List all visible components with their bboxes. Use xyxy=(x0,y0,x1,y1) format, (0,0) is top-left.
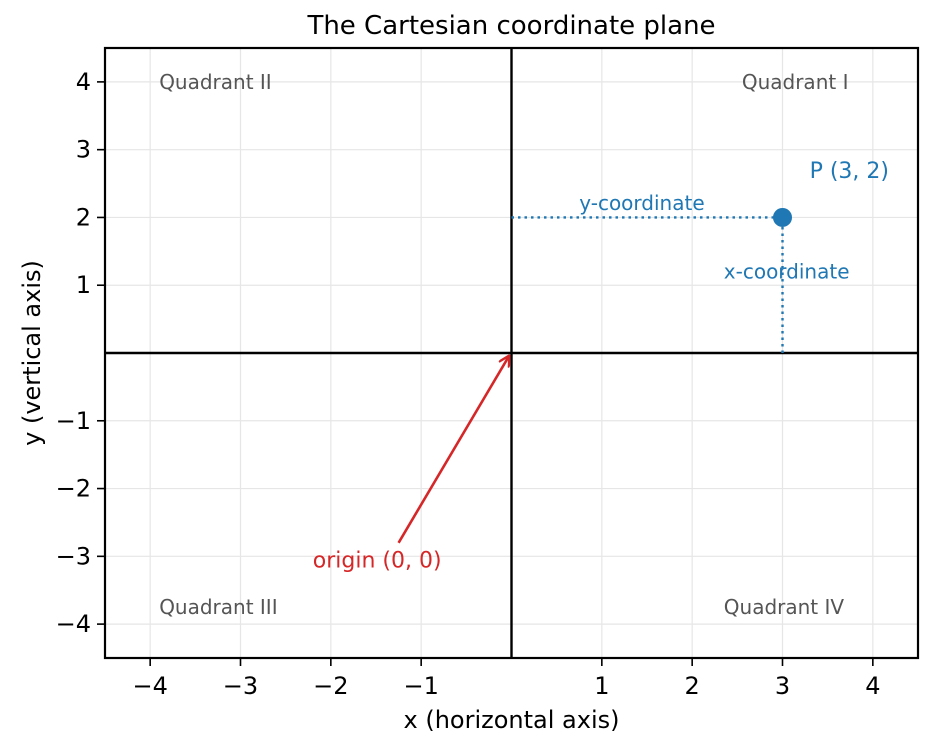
plot-frame xyxy=(103,46,920,660)
x-tick-label: 3 xyxy=(775,672,790,700)
y-tick-label: −2 xyxy=(56,475,91,503)
quadrant-label: Quadrant II xyxy=(159,70,272,94)
chart-labels: −4 −3 −2 −1 1 2 3 4 −4 −3 −2 −1 1 2 3 4 The Cartesian co… xyxy=(18,11,889,734)
x-tick-label: 4 xyxy=(865,672,880,700)
x-coordinate-label: x-coordinate xyxy=(724,260,850,284)
quadrant-label: Quadrant I xyxy=(742,70,849,94)
y-tick-label: −3 xyxy=(56,542,91,570)
tick-marks xyxy=(97,81,874,666)
y-tick-label: 4 xyxy=(76,68,91,96)
quadrant-label: Quadrant III xyxy=(159,595,277,619)
y-tick-label: 3 xyxy=(76,136,91,164)
y-tick-label: −4 xyxy=(56,610,91,638)
coordinate-guides xyxy=(511,216,784,353)
x-tick-label: −2 xyxy=(313,672,348,700)
point-p-label: P (3, 2) xyxy=(810,159,889,184)
y-tick-label: −1 xyxy=(56,407,91,435)
chart-title: The Cartesian coordinate plane xyxy=(306,11,715,41)
y-tick-label: 2 xyxy=(76,203,91,231)
x-tick-label: 2 xyxy=(685,672,700,700)
x-tick-label: −4 xyxy=(132,672,167,700)
origin-label: origin (0, 0) xyxy=(313,549,442,574)
y-tick-label: 1 xyxy=(76,271,91,299)
point-p-marker xyxy=(773,207,792,227)
y-coordinate-label: y-coordinate xyxy=(579,191,704,215)
quadrant-label: Quadrant IV xyxy=(724,595,845,619)
y-axis-label: y (vertical axis) xyxy=(18,260,46,446)
chart-marks xyxy=(397,207,792,544)
origin-arrow xyxy=(397,356,509,544)
x-tick-label: −1 xyxy=(403,672,438,700)
axes-lines xyxy=(105,48,918,658)
x-tick-label: 1 xyxy=(594,672,609,700)
x-axis-label: x (horizontal axis) xyxy=(404,706,620,734)
x-tick-label: −3 xyxy=(223,672,258,700)
